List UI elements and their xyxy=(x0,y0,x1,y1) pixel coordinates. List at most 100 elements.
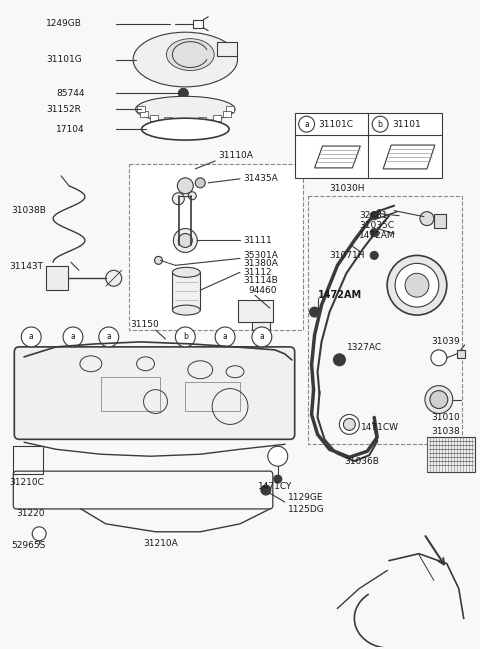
Circle shape xyxy=(299,116,314,132)
Bar xyxy=(129,164,302,330)
Circle shape xyxy=(268,447,288,466)
Circle shape xyxy=(252,327,272,347)
Text: 31380A: 31380A xyxy=(243,259,278,268)
Circle shape xyxy=(99,327,119,347)
Text: a: a xyxy=(304,119,309,129)
Bar xyxy=(137,106,144,112)
Text: 1471CY: 1471CY xyxy=(258,482,292,491)
Bar xyxy=(150,115,157,121)
Text: 31039: 31039 xyxy=(431,337,460,347)
Text: 1249GB: 1249GB xyxy=(46,19,82,29)
Circle shape xyxy=(274,475,282,483)
Circle shape xyxy=(343,419,355,430)
Text: 1327AC: 1327AC xyxy=(348,343,383,352)
Circle shape xyxy=(21,327,41,347)
Text: 52965S: 52965S xyxy=(12,541,46,550)
Bar xyxy=(164,117,172,123)
Circle shape xyxy=(405,273,429,297)
Bar xyxy=(223,111,230,117)
Text: 31101G: 31101G xyxy=(46,55,82,64)
Text: 17104: 17104 xyxy=(56,125,84,134)
Text: 31035C: 31035C xyxy=(360,221,394,230)
Text: 1471CW: 1471CW xyxy=(361,423,399,432)
Ellipse shape xyxy=(133,32,238,87)
Ellipse shape xyxy=(136,96,235,122)
Circle shape xyxy=(106,271,122,286)
Circle shape xyxy=(172,193,184,204)
Circle shape xyxy=(32,527,46,541)
Ellipse shape xyxy=(142,118,229,140)
Circle shape xyxy=(387,256,447,315)
Text: 1125DG: 1125DG xyxy=(288,506,324,515)
Text: 31038B: 31038B xyxy=(12,206,46,215)
Bar xyxy=(457,350,465,358)
Text: 1472AM: 1472AM xyxy=(318,290,361,300)
Text: 31152R: 31152R xyxy=(46,104,81,114)
Text: 31030H: 31030H xyxy=(329,184,365,193)
Text: 31036B: 31036B xyxy=(344,457,379,466)
Text: 31101C: 31101C xyxy=(319,119,354,129)
Circle shape xyxy=(425,386,453,413)
Circle shape xyxy=(188,191,196,200)
Bar xyxy=(172,273,200,310)
Bar xyxy=(226,106,234,112)
Text: 1129GE: 1129GE xyxy=(288,493,323,502)
Text: 31150: 31150 xyxy=(131,319,159,328)
Bar xyxy=(217,42,237,56)
Circle shape xyxy=(155,256,162,264)
Text: 31110A: 31110A xyxy=(218,151,253,160)
Text: 1472AM: 1472AM xyxy=(360,231,396,240)
Text: 35301A: 35301A xyxy=(243,251,278,260)
Text: b: b xyxy=(183,332,188,341)
Circle shape xyxy=(395,263,439,307)
Circle shape xyxy=(420,212,434,226)
Text: a: a xyxy=(29,332,34,341)
FancyBboxPatch shape xyxy=(14,347,295,439)
Circle shape xyxy=(173,228,197,252)
Text: 31220: 31220 xyxy=(16,509,45,519)
Text: 31038: 31038 xyxy=(431,427,460,436)
Circle shape xyxy=(178,178,193,194)
Circle shape xyxy=(215,327,235,347)
Polygon shape xyxy=(314,146,360,168)
Text: 31143T: 31143T xyxy=(9,262,43,271)
Text: a: a xyxy=(223,332,228,341)
Ellipse shape xyxy=(172,267,200,277)
Text: 31101: 31101 xyxy=(392,119,421,129)
Circle shape xyxy=(370,228,378,236)
Bar xyxy=(308,196,462,445)
Bar xyxy=(434,214,446,228)
Text: 32481: 32481 xyxy=(360,211,388,220)
Bar xyxy=(198,117,206,123)
Circle shape xyxy=(339,415,360,434)
Circle shape xyxy=(195,178,205,188)
Bar xyxy=(101,376,160,411)
Text: a: a xyxy=(107,332,111,341)
Bar xyxy=(46,266,68,290)
Bar xyxy=(295,113,442,178)
Bar xyxy=(181,118,189,124)
Bar xyxy=(140,111,148,117)
Text: 31210C: 31210C xyxy=(9,478,44,487)
Circle shape xyxy=(430,391,448,408)
Bar xyxy=(252,322,270,330)
Ellipse shape xyxy=(172,305,200,315)
Text: a: a xyxy=(260,332,264,341)
Text: b: b xyxy=(378,119,383,129)
Circle shape xyxy=(63,327,83,347)
Text: 85744: 85744 xyxy=(56,89,84,98)
Text: 31435A: 31435A xyxy=(243,175,278,184)
Circle shape xyxy=(261,485,271,495)
Text: 31114B: 31114B xyxy=(243,276,278,285)
Circle shape xyxy=(310,307,320,317)
Bar xyxy=(238,300,273,322)
Text: 31010: 31010 xyxy=(431,413,460,422)
Circle shape xyxy=(175,327,195,347)
Circle shape xyxy=(370,251,378,260)
Text: 31210A: 31210A xyxy=(143,539,178,548)
Text: a: a xyxy=(71,332,75,341)
Text: 31112: 31112 xyxy=(243,268,272,277)
Text: 31111: 31111 xyxy=(243,236,272,245)
Bar xyxy=(193,19,203,28)
Circle shape xyxy=(431,350,447,366)
